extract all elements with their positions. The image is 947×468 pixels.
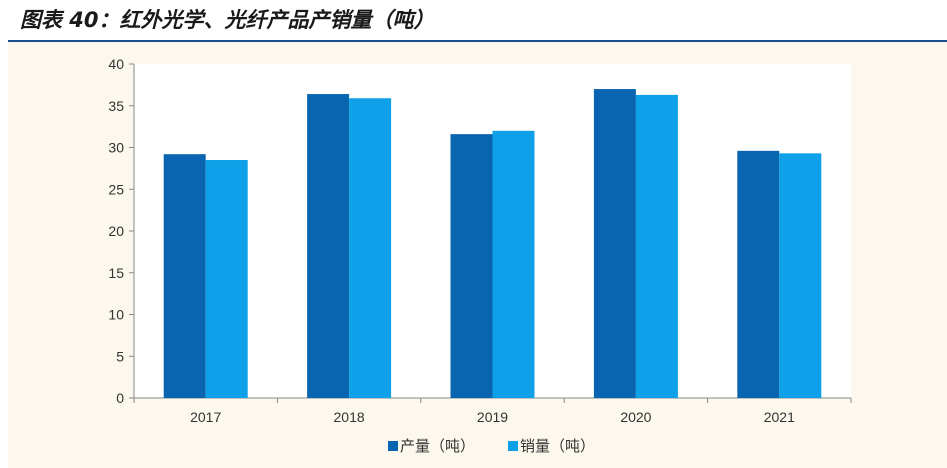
y-tick-label: 25: [108, 181, 124, 197]
legend-swatch-1: [388, 441, 398, 451]
x-category-label: 2020: [620, 409, 651, 425]
figure-title: 图表 40：红外光学、光纤产品产销量（吨）: [20, 8, 435, 32]
bar-chart: 0 5 10 15 20 25 30 35 40 2017 2018 2019 2020 2021 产量（吨…: [108, 56, 852, 455]
y-tick-label: 5: [116, 348, 124, 364]
y-tick-label: 10: [108, 307, 124, 323]
bar-2021-series-2: [779, 153, 822, 398]
x-category-label: 2018: [334, 409, 365, 425]
x-category-label: 2019: [477, 409, 508, 425]
legend-label-2: 销量（吨）: [520, 438, 595, 455]
legend-label-1: 产量（吨）: [400, 438, 475, 455]
bar-2017-series-2: [205, 160, 248, 398]
bar-2018-series-1: [307, 94, 350, 398]
y-tick-label: 0: [116, 390, 124, 406]
title-rule: [8, 40, 947, 42]
x-category-label: 2017: [190, 409, 221, 425]
bar-2021-series-1: [737, 150, 780, 398]
bar-2019-series-1: [450, 134, 493, 398]
bar-2020-series-1: [593, 89, 636, 399]
y-tick-label: 20: [108, 223, 124, 239]
bar-2017-series-1: [163, 154, 206, 398]
bar-2019-series-2: [492, 130, 535, 399]
y-tick-label: 30: [108, 140, 124, 156]
x-category-label: 2021: [764, 409, 795, 425]
bar-2020-series-2: [635, 94, 678, 398]
legend-swatch-2: [508, 441, 518, 451]
y-tick-label: 15: [108, 265, 124, 281]
y-tick-label: 40: [108, 56, 124, 72]
bar-2018-series-2: [349, 98, 392, 399]
chart-frame: 0 5 10 15 20 25 30 35 40 2017 2018 2019 2020 2021 产量（吨…: [8, 42, 947, 468]
y-tick-label: 35: [108, 98, 124, 114]
